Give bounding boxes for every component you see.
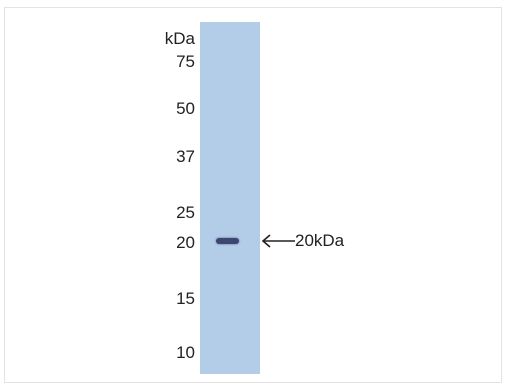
marker-50: 50	[176, 99, 195, 118]
protein-band	[216, 238, 239, 244]
marker-20: 20	[176, 233, 195, 252]
marker-10: 10	[176, 343, 195, 362]
arrow-left-icon	[261, 234, 295, 248]
marker-75: 75	[176, 52, 195, 71]
unit-label: kDa	[164, 29, 195, 48]
band-size-label: 20kDa	[295, 231, 345, 250]
marker-25: 25	[176, 203, 195, 222]
marker-15: 15	[176, 289, 195, 308]
gel-lane	[200, 22, 260, 374]
marker-37: 37	[176, 147, 195, 166]
